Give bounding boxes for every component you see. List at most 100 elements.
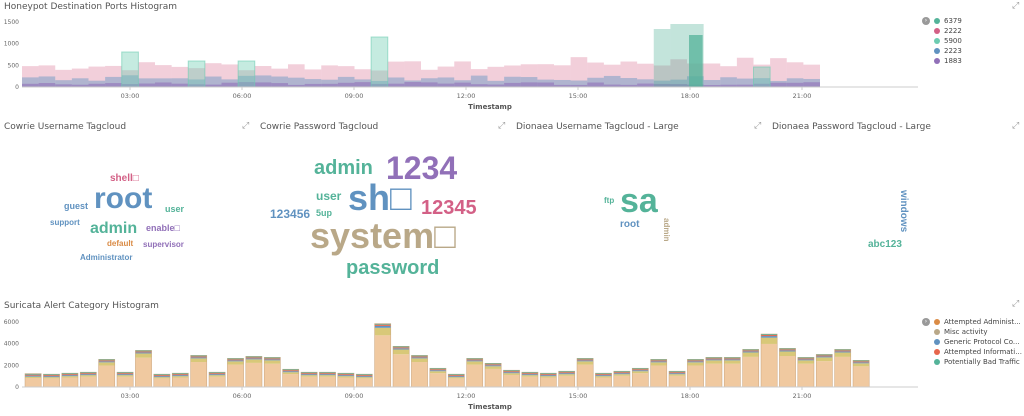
legend-item[interactable]: 5900 (934, 36, 962, 46)
legend-item[interactable]: 2223 (934, 46, 962, 56)
bar (753, 64, 771, 87)
x-tick-label: 06:00 (233, 92, 252, 100)
legend-item[interactable]: Potentially Bad Traffic (934, 357, 1022, 367)
bar-segment (521, 375, 538, 377)
tag-word[interactable]: enable□ (146, 223, 180, 233)
bar-segment (669, 373, 686, 375)
x-tick-label: 03:00 (121, 392, 140, 400)
bar (371, 83, 388, 87)
bar-segment (595, 375, 612, 377)
tag-word[interactable]: default (107, 239, 134, 248)
ports-histogram-panel: Honeypot Destination Ports Histogram ⤢ 1… (0, 0, 1024, 118)
bar (421, 82, 438, 87)
bar (105, 76, 122, 87)
bar-segment (742, 350, 759, 352)
tag-word[interactable]: user (165, 204, 185, 214)
tag-word[interactable]: support (50, 218, 80, 227)
bar-segment (374, 323, 391, 325)
bar-segment (135, 352, 152, 354)
bar-segment (650, 365, 667, 387)
bar (171, 83, 189, 87)
bar (689, 35, 703, 87)
dionaea-password-expand-icon[interactable]: ⤢ (1012, 121, 1020, 131)
legend-item[interactable]: Attempted Informati... (934, 347, 1022, 357)
legend-item[interactable]: 6379 (934, 16, 962, 26)
tag-word[interactable]: Administrator (80, 253, 133, 262)
bar-segment (761, 335, 778, 337)
tag-word[interactable]: ftp (604, 196, 615, 205)
legend-item[interactable]: Attempted Administ... (934, 317, 1022, 327)
bar-segment (337, 375, 354, 377)
ports-expand-icon[interactable]: ⤢ (1012, 1, 1020, 11)
bar-segment (632, 370, 649, 372)
bar-segment (245, 357, 262, 359)
tag-word[interactable]: sh□ (348, 177, 412, 218)
bar (171, 78, 189, 87)
bar-segment (779, 348, 796, 350)
legend-toggle-icon[interactable]: › (922, 318, 930, 326)
tag-word[interactable]: guest (64, 201, 89, 211)
tag-word[interactable]: windows (898, 190, 909, 233)
legend-item[interactable]: 1883 (934, 56, 962, 66)
bar-segment (117, 372, 134, 374)
tag-word[interactable]: system□ (310, 215, 456, 256)
tag-word[interactable]: password (346, 257, 440, 279)
bar-segment (834, 356, 851, 387)
bar-segment (282, 372, 299, 375)
bar (670, 84, 687, 87)
bar (587, 77, 604, 87)
legend-toggle-icon[interactable]: › (922, 17, 930, 25)
bar (55, 69, 72, 87)
x-tick-label: 21:00 (793, 392, 812, 400)
tag-word[interactable]: 1234 (386, 150, 458, 186)
bar-segment (650, 362, 667, 366)
tag-word[interactable]: 5up (316, 208, 333, 218)
tag-word[interactable]: root (94, 182, 153, 215)
bar-segment (724, 357, 741, 359)
bar-segment (540, 377, 557, 387)
cowrie-password-expand-icon[interactable]: ⤢ (498, 121, 506, 131)
bar (603, 64, 621, 87)
dionaea-username-expand-icon[interactable]: ⤢ (754, 121, 762, 131)
bar (321, 65, 338, 87)
tag-word[interactable]: supervisor (143, 240, 184, 249)
bar-segment (209, 375, 226, 377)
suricata-expand-icon[interactable]: ⤢ (1012, 299, 1020, 309)
bar-segment (705, 357, 722, 359)
bar (254, 82, 272, 87)
bar-segment (25, 376, 42, 378)
tag-word[interactable]: abc123 (868, 239, 902, 250)
bar (620, 61, 638, 87)
bar-segment (521, 376, 538, 387)
bar-segment (761, 334, 778, 336)
cowrie-username-expand-icon[interactable]: ⤢ (242, 121, 250, 131)
bar (121, 51, 139, 88)
bar-segment (669, 375, 686, 387)
bar (720, 84, 737, 87)
bar-segment (25, 373, 42, 375)
bar-segment (245, 356, 262, 358)
legend-item[interactable]: Misc activity (934, 327, 1022, 337)
tag-word[interactable]: user (316, 189, 342, 203)
tag-word[interactable]: admin (314, 157, 373, 179)
legend-item[interactable]: Generic Protocol Co... (934, 337, 1022, 347)
tag-word[interactable]: admin (90, 220, 138, 237)
tag-word[interactable]: shell□ (110, 173, 139, 184)
legend-item[interactable]: 2222 (934, 26, 962, 36)
bar (786, 62, 804, 87)
bar-segment (117, 374, 134, 376)
bar-segment (172, 375, 189, 377)
tag-word[interactable]: 12345 (421, 197, 477, 219)
bar (703, 84, 721, 87)
tag-word[interactable]: sa (620, 182, 658, 220)
tag-word[interactable]: admin (662, 218, 671, 242)
bar-segment (503, 373, 520, 375)
bar-segment (227, 361, 244, 365)
tag-word[interactable]: root (620, 219, 640, 230)
bar-segment (301, 374, 318, 376)
tag-word[interactable]: 123456 (270, 207, 311, 221)
bar-segment (264, 358, 281, 360)
bar (437, 77, 455, 87)
x-tick-label: 12:00 (457, 92, 476, 100)
bar (22, 83, 39, 87)
